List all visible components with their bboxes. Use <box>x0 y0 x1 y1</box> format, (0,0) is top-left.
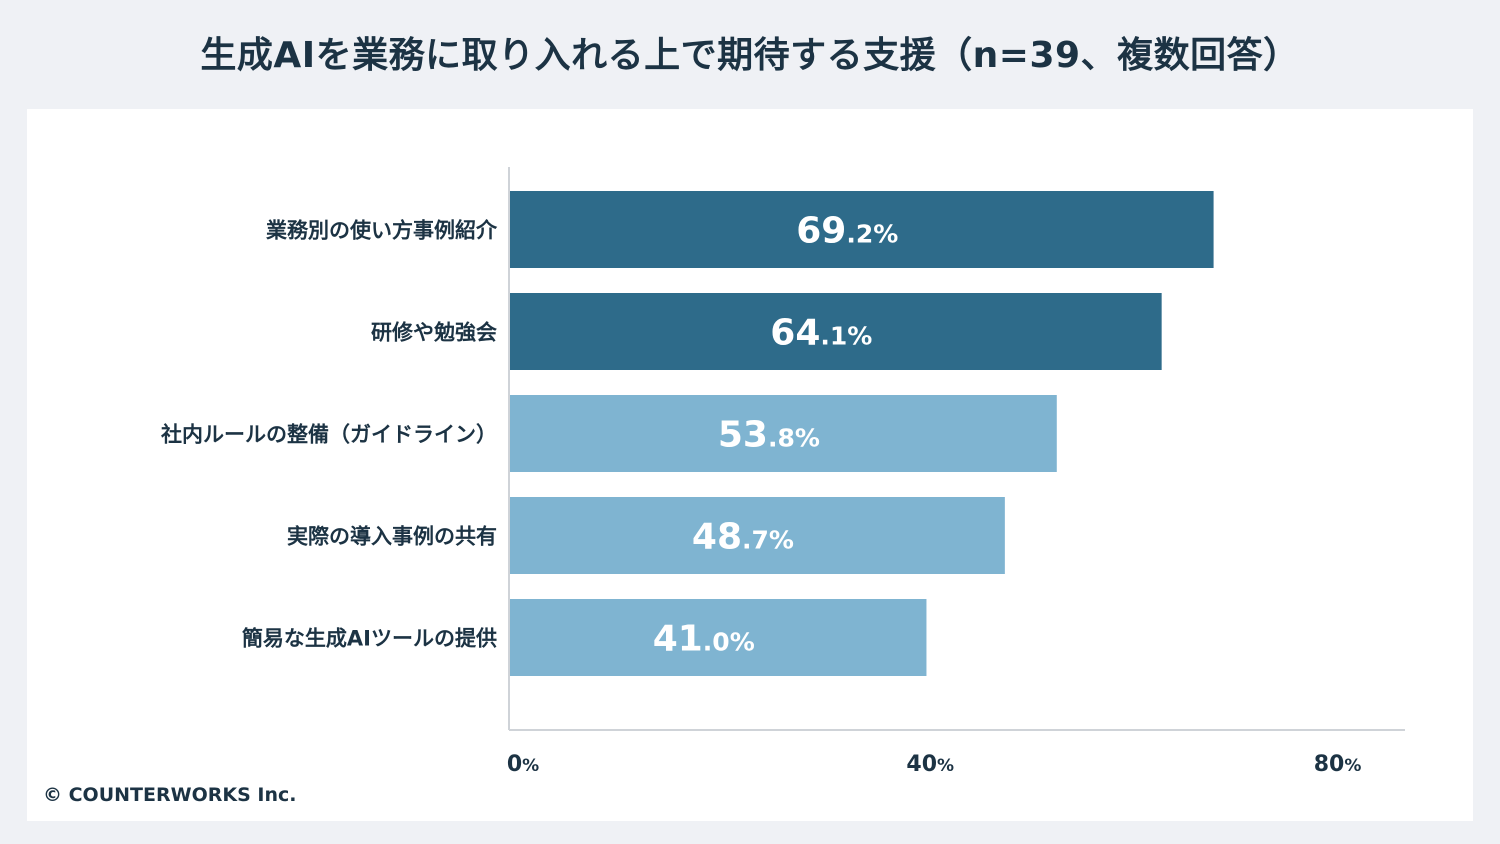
x-tick-labels: 0% 40% 80% <box>507 752 1362 777</box>
bars-group <box>509 191 1214 676</box>
bar-3 <box>509 395 1057 472</box>
bar-2 <box>509 293 1162 370</box>
category-label-5: 簡易な生成AIツールの提供 <box>242 627 497 651</box>
copyright-notice: © COUNTERWORKS Inc. <box>43 784 297 806</box>
bar-5 <box>509 599 927 676</box>
chart-panel: 業務別の使い方事例紹介研修や勉強会社内ルールの整備（ガイドライン） 実際の導入事例… <box>27 109 1473 821</box>
page-title: 生成AIを業務に取り入れる上で期待する支援（n=39、複数回答） <box>200 35 1300 76</box>
value-label-5: 41.0% <box>653 619 755 660</box>
value-label-2: 64.1% <box>770 313 872 354</box>
value-label-3: 53.8% <box>718 415 820 456</box>
value-label-1: 69.2% <box>796 211 898 252</box>
bar-1 <box>509 191 1214 268</box>
x-tick-label-80: 80% <box>1314 752 1362 777</box>
x-tick-label-40: 40% <box>906 752 954 777</box>
category-label-4: 実際の導入事例の共有 <box>287 525 497 549</box>
category-label-1: 業務別の使い方事例紹介 <box>266 219 498 243</box>
x-tick-label-0: 0% <box>507 752 539 777</box>
bar-4 <box>509 497 1005 574</box>
value-label-4: 48.7% <box>692 517 794 558</box>
category-label-3: 社内ルールの整備（ガイドライン） <box>160 423 497 447</box>
category-label-2: 研修や勉強会 <box>371 321 497 345</box>
value-labels: 69.2% 64.1% 53.8% 48.7% 41.0% <box>653 211 899 660</box>
